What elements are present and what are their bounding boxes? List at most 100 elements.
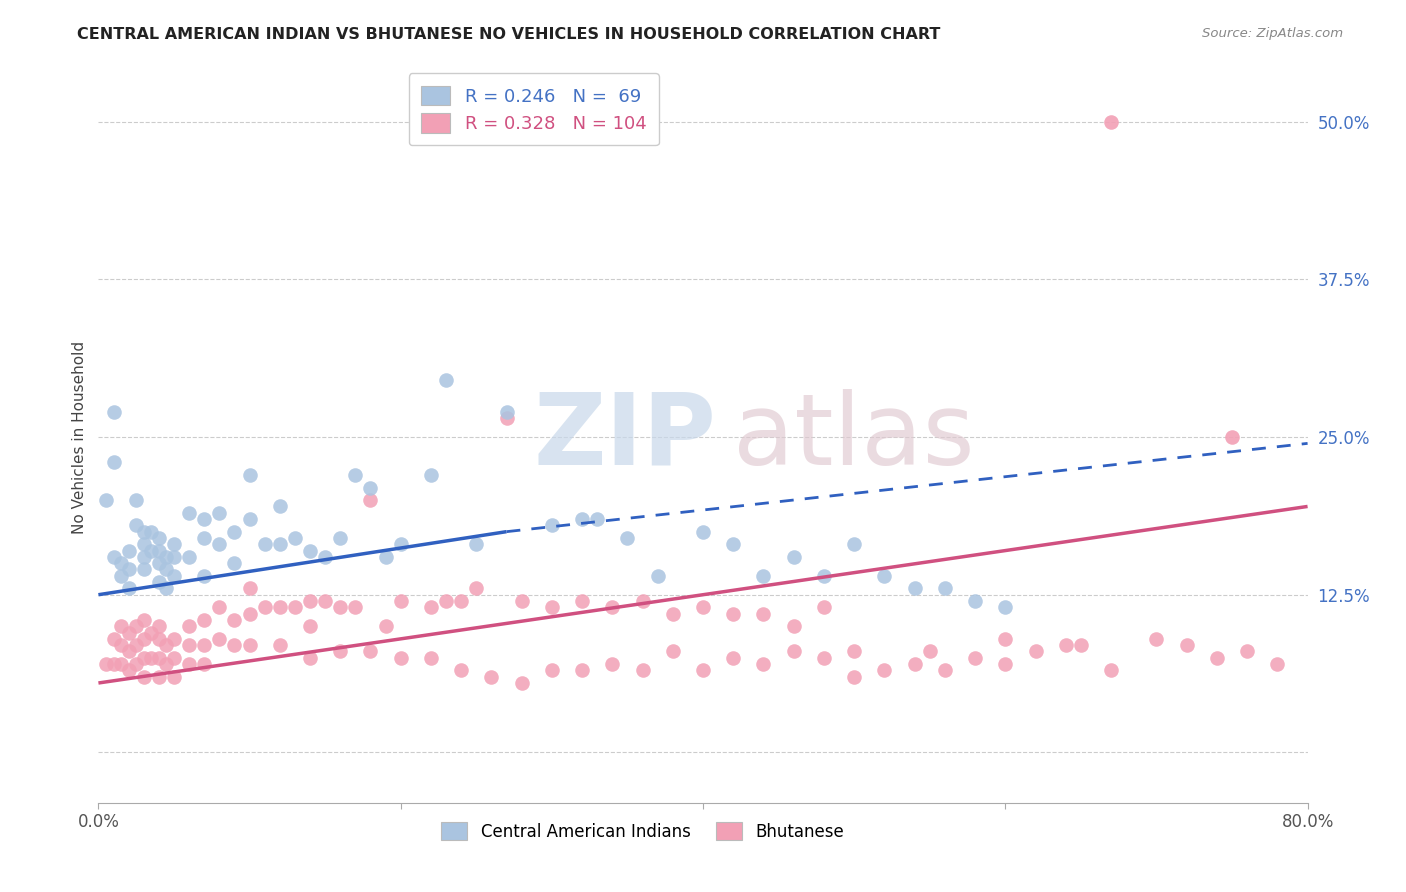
Point bbox=[163, 569, 186, 583]
Point bbox=[1099, 664, 1122, 678]
Point bbox=[132, 650, 155, 665]
Point bbox=[118, 664, 141, 678]
Point bbox=[723, 537, 745, 551]
Point bbox=[692, 600, 714, 615]
Point bbox=[269, 537, 291, 551]
Point bbox=[155, 657, 177, 671]
Point bbox=[844, 670, 866, 684]
Point bbox=[103, 657, 125, 671]
Point bbox=[571, 512, 593, 526]
Point bbox=[783, 644, 806, 658]
Point bbox=[224, 556, 246, 570]
Point bbox=[148, 670, 170, 684]
Point bbox=[602, 657, 624, 671]
Point bbox=[813, 600, 835, 615]
Point bbox=[299, 594, 322, 608]
Text: ZIP: ZIP bbox=[534, 389, 717, 485]
Point bbox=[314, 594, 336, 608]
Point bbox=[1267, 657, 1289, 671]
Point bbox=[118, 625, 141, 640]
Point bbox=[723, 607, 745, 621]
Point bbox=[602, 600, 624, 615]
Point bbox=[110, 556, 132, 570]
Point bbox=[103, 549, 125, 564]
Point bbox=[118, 644, 141, 658]
Point bbox=[631, 664, 654, 678]
Point bbox=[193, 613, 215, 627]
Point bbox=[329, 644, 352, 658]
Point bbox=[125, 638, 148, 652]
Point bbox=[918, 644, 941, 658]
Point bbox=[148, 619, 170, 633]
Point bbox=[224, 638, 246, 652]
Point bbox=[360, 481, 382, 495]
Point bbox=[110, 657, 132, 671]
Point bbox=[269, 638, 291, 652]
Point bbox=[239, 467, 262, 482]
Point bbox=[571, 594, 593, 608]
Point bbox=[1236, 644, 1258, 658]
Point bbox=[148, 575, 170, 590]
Point bbox=[155, 549, 177, 564]
Point bbox=[1024, 644, 1046, 658]
Point bbox=[647, 569, 669, 583]
Point bbox=[420, 467, 443, 482]
Point bbox=[155, 582, 177, 596]
Point bbox=[299, 650, 322, 665]
Point bbox=[141, 625, 163, 640]
Text: atlas: atlas bbox=[734, 389, 974, 485]
Point bbox=[163, 650, 186, 665]
Point bbox=[994, 632, 1017, 646]
Point bbox=[314, 549, 336, 564]
Point bbox=[692, 664, 714, 678]
Point bbox=[239, 638, 262, 652]
Point bbox=[344, 600, 367, 615]
Point bbox=[163, 670, 186, 684]
Point bbox=[299, 619, 322, 633]
Point bbox=[571, 664, 593, 678]
Point bbox=[125, 493, 148, 508]
Point bbox=[434, 594, 457, 608]
Point bbox=[389, 537, 412, 551]
Point bbox=[616, 531, 638, 545]
Point bbox=[360, 493, 382, 508]
Point bbox=[994, 600, 1017, 615]
Point bbox=[163, 632, 186, 646]
Point bbox=[752, 607, 775, 621]
Point bbox=[934, 582, 956, 596]
Point bbox=[253, 600, 276, 615]
Point bbox=[904, 657, 927, 671]
Point bbox=[873, 664, 896, 678]
Point bbox=[132, 670, 155, 684]
Point bbox=[269, 500, 291, 514]
Point bbox=[132, 632, 155, 646]
Point bbox=[420, 650, 443, 665]
Point bbox=[844, 644, 866, 658]
Point bbox=[193, 638, 215, 652]
Point bbox=[163, 537, 186, 551]
Point bbox=[193, 657, 215, 671]
Point bbox=[179, 619, 201, 633]
Point bbox=[1206, 650, 1229, 665]
Point bbox=[208, 600, 231, 615]
Point bbox=[155, 562, 177, 576]
Point bbox=[450, 664, 472, 678]
Point bbox=[813, 569, 835, 583]
Point bbox=[125, 619, 148, 633]
Point bbox=[1099, 115, 1122, 129]
Point bbox=[844, 537, 866, 551]
Point bbox=[239, 512, 262, 526]
Point bbox=[661, 607, 683, 621]
Point bbox=[904, 582, 927, 596]
Point bbox=[118, 543, 141, 558]
Point bbox=[132, 537, 155, 551]
Point bbox=[269, 600, 291, 615]
Point bbox=[389, 594, 412, 608]
Point bbox=[141, 543, 163, 558]
Point bbox=[813, 650, 835, 665]
Point bbox=[481, 670, 503, 684]
Point bbox=[965, 594, 987, 608]
Point bbox=[510, 594, 533, 608]
Point bbox=[103, 405, 125, 419]
Point bbox=[253, 537, 276, 551]
